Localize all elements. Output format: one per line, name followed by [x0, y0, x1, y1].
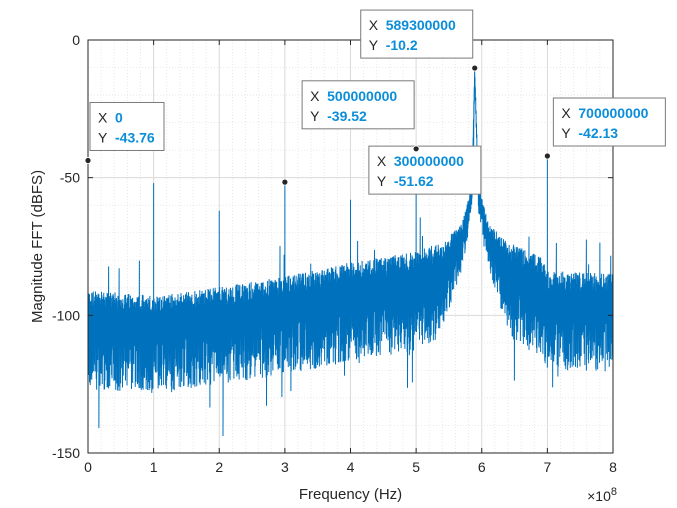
x-tick-label: 6 — [478, 459, 486, 475]
x-tick-label: 2 — [215, 459, 223, 475]
x-tick-label: 7 — [543, 459, 551, 475]
x-axis-label: Frequency (Hz) — [299, 486, 402, 503]
x-tick-label: 3 — [281, 459, 289, 475]
datatip-marker[interactable] — [84, 157, 92, 164]
x-tick-label: 4 — [347, 459, 355, 475]
datatip[interactable]: X 700000000 Y -42.13 — [543, 97, 666, 160]
datatip-x-key: X — [377, 153, 387, 169]
datatip-y-value: -10.2 — [386, 37, 418, 53]
datatip-x-key: X — [561, 105, 571, 121]
datatip[interactable]: X 500000000 Y -39.52 — [301, 80, 420, 153]
datatip-x-value: 300000000 — [394, 153, 464, 169]
datatip[interactable]: X 0Y -43.76 — [84, 101, 165, 164]
datatip-marker[interactable] — [471, 64, 479, 72]
datatip-y-key: Y — [377, 173, 387, 189]
datatip-x-key: X — [369, 17, 379, 33]
datatip-marker[interactable] — [412, 145, 420, 153]
x-tick-label: 0 — [84, 459, 92, 475]
x-axis-exponent: ×108 — [587, 486, 617, 504]
datatip-y-key: Y — [561, 125, 571, 141]
x-axis-exponent-base: ×10 — [587, 488, 611, 504]
datatip-x-value: 0 — [115, 109, 123, 125]
datatip-box — [552, 97, 666, 147]
datatip-box — [89, 101, 165, 151]
datatip-box — [368, 145, 482, 195]
x-axis-exponent-power: 8 — [611, 486, 617, 498]
x-tick-label: 5 — [412, 459, 420, 475]
datatip-y-value: -51.62 — [394, 173, 434, 189]
datatip[interactable]: X 589300000 Y -10.2 — [360, 9, 479, 72]
datatip-box — [360, 9, 474, 59]
datatip-y-value: -42.13 — [578, 125, 618, 141]
datatip[interactable]: X 300000000 Y -51.62 — [281, 145, 482, 195]
datatip-x-key: X — [310, 88, 320, 104]
datatip-x-value: 500000000 — [327, 88, 397, 104]
y-tick-label: 0 — [72, 32, 80, 48]
y-tick-label: -50 — [60, 170, 80, 186]
datatip-marker[interactable] — [281, 178, 289, 186]
x-tick-label: 8 — [609, 459, 617, 475]
datatip-y-value: -43.76 — [115, 129, 155, 145]
y-axis-label: Magnitude FFT (dBFS) — [29, 170, 46, 323]
datatip-y-key: Y — [310, 108, 320, 124]
datatip-box — [301, 80, 415, 130]
y-tick-label: -150 — [52, 445, 80, 461]
x-axis-ticks: 0 1 2 3 4 5 6 7 8 — [84, 40, 617, 475]
datatip-y-key: Y — [98, 129, 108, 145]
y-axis-ticks: 0 -50 -100 -150 — [52, 32, 613, 461]
datatip-y-value: -39.52 — [327, 108, 367, 124]
datatip-x-value: 700000000 — [578, 105, 648, 121]
x-tick-label: 1 — [150, 459, 158, 475]
datatip-x-value: 589300000 — [386, 17, 456, 33]
datatip-x-key: X — [98, 109, 108, 125]
datatip-y-key: Y — [369, 37, 379, 53]
y-tick-label: -100 — [52, 307, 80, 323]
datatip-marker[interactable] — [543, 152, 551, 160]
